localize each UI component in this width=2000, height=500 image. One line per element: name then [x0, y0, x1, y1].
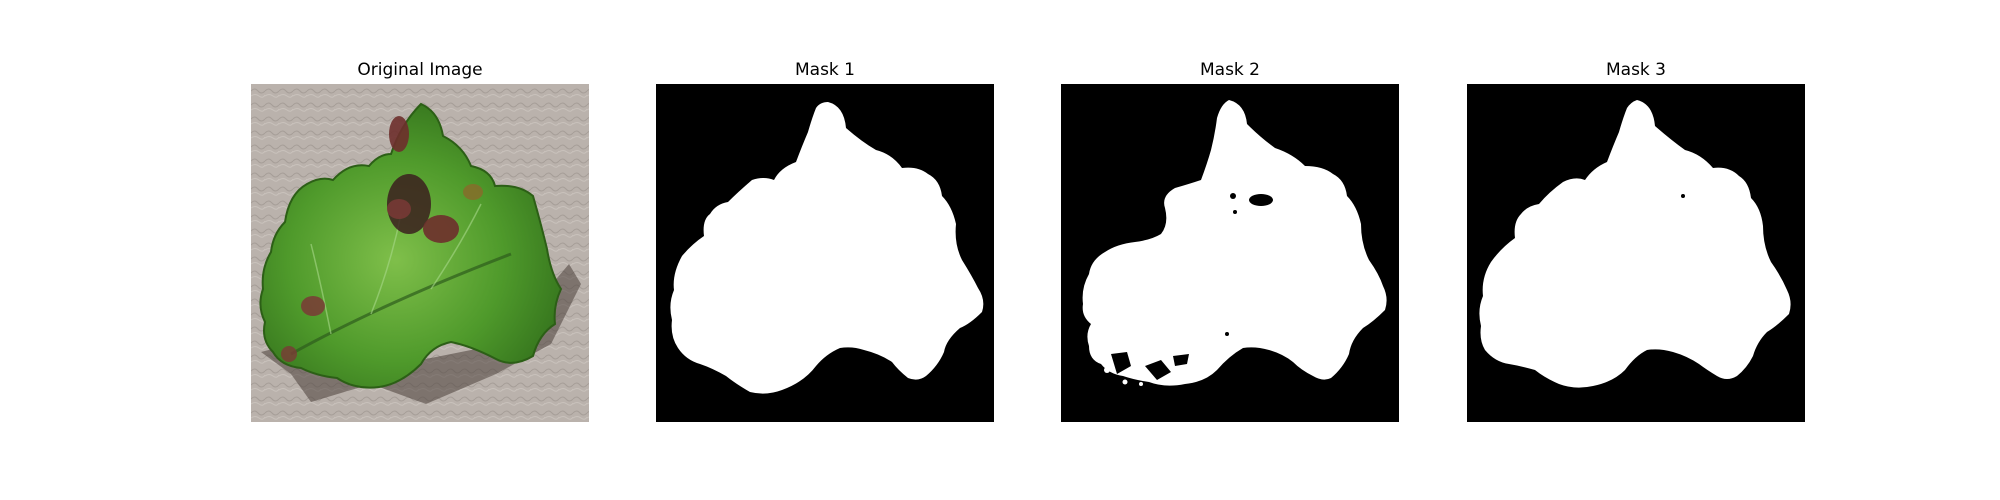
mask-hole: [1249, 194, 1273, 206]
leaf-lesion: [389, 116, 409, 152]
panel-original-image: Original Image: [251, 58, 589, 422]
mask-speck: [1122, 379, 1128, 385]
panel-title-original: Original Image: [357, 60, 483, 80]
original-leaf-image: [251, 84, 589, 422]
mask-hole: [1111, 352, 1131, 374]
panel-mask-2: Mask 2: [1061, 58, 1399, 422]
mask-hole: [1173, 354, 1189, 366]
mask-speck: [1139, 382, 1143, 386]
leaf-vein: [430, 203, 482, 290]
mask-hole: [1230, 193, 1236, 199]
mask-hole: [1225, 332, 1229, 336]
mask-foreground: [1479, 100, 1791, 388]
mask-3-image: [1467, 84, 1805, 422]
mask-hole: [1233, 210, 1237, 214]
leaf-midrib: [290, 252, 512, 356]
mask-speck: [1221, 112, 1225, 116]
mask-1-image: [656, 84, 994, 422]
leaf-lesion: [301, 296, 325, 316]
leaf-lesion: [423, 215, 459, 243]
panel-title-mask-3: Mask 3: [1605, 60, 1666, 80]
leaf-vein: [310, 243, 332, 335]
panel-mask-3: Mask 3: [1467, 58, 1805, 422]
leaf-lesion: [281, 346, 297, 362]
leaf: [259, 102, 563, 389]
panel-title-mask-1: Mask 1: [794, 60, 855, 80]
mask-foreground: [670, 102, 984, 394]
leaf-lesion: [387, 199, 411, 219]
leaf-lesion: [463, 184, 483, 200]
mask-hole: [1681, 194, 1685, 198]
mask-2-image: [1061, 84, 1399, 422]
mask-hole: [1145, 360, 1171, 380]
panel-mask-1: Mask 1: [656, 58, 994, 422]
mask-speck: [1104, 367, 1110, 373]
panel-title-mask-2: Mask 2: [1199, 60, 1260, 80]
mask-foreground: [1082, 100, 1387, 386]
